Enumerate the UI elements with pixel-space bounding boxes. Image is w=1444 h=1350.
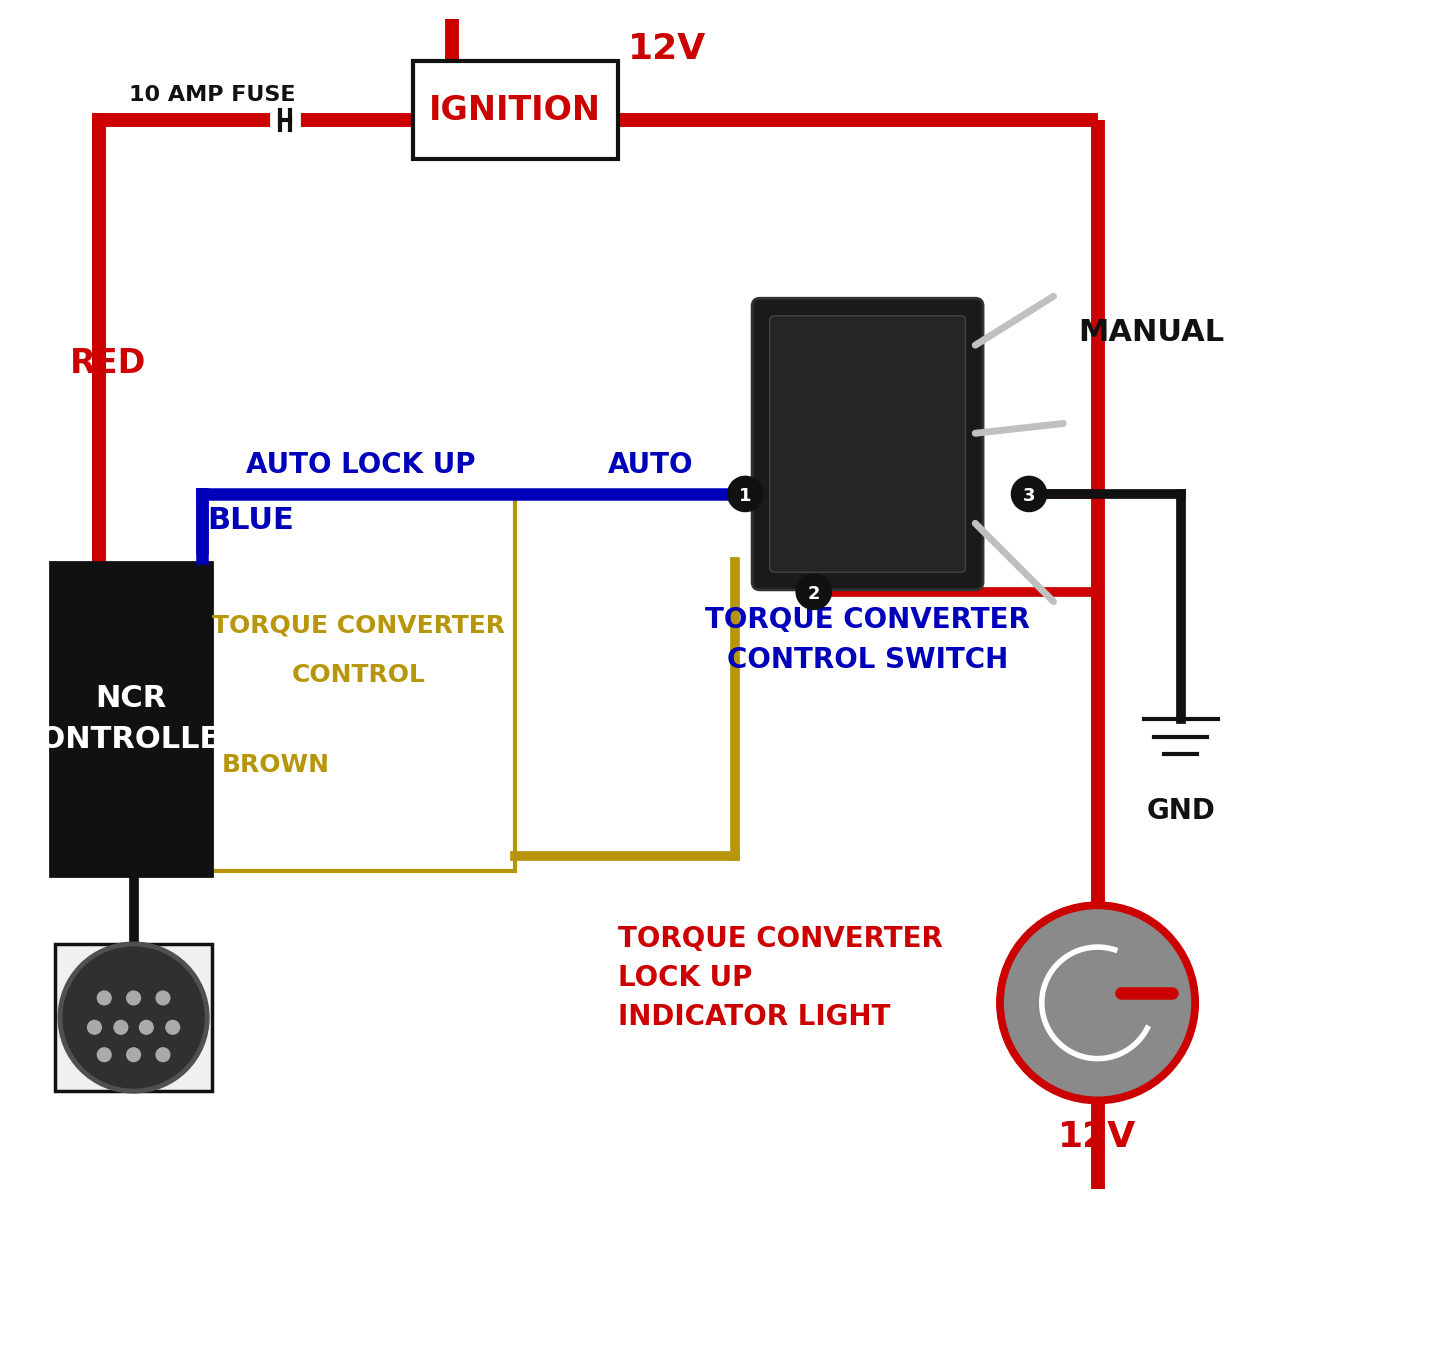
Circle shape <box>97 1048 111 1061</box>
Circle shape <box>156 1048 170 1061</box>
Text: MANUAL: MANUAL <box>1079 317 1225 347</box>
Circle shape <box>996 902 1199 1104</box>
Circle shape <box>156 991 170 1004</box>
Text: 2: 2 <box>807 585 820 602</box>
Text: LOCK UP: LOCK UP <box>618 964 752 992</box>
Circle shape <box>64 948 204 1088</box>
Text: INDICATOR LIGHT: INDICATOR LIGHT <box>618 1003 891 1031</box>
FancyBboxPatch shape <box>202 494 516 871</box>
Text: AUTO: AUTO <box>608 451 693 479</box>
Circle shape <box>140 1021 153 1034</box>
Text: 1: 1 <box>739 487 751 505</box>
FancyBboxPatch shape <box>413 61 618 159</box>
Circle shape <box>127 1048 140 1061</box>
Text: CONTROL SWITCH: CONTROL SWITCH <box>726 645 1008 674</box>
Text: AUTO LOCK UP: AUTO LOCK UP <box>245 451 475 479</box>
Circle shape <box>1005 910 1190 1096</box>
Text: NCR
CONTROLLER: NCR CONTROLLER <box>17 684 244 753</box>
Circle shape <box>88 1021 101 1034</box>
Text: 12V: 12V <box>628 32 706 66</box>
FancyBboxPatch shape <box>770 316 966 572</box>
Text: BROWN: BROWN <box>222 753 329 778</box>
Circle shape <box>166 1021 179 1034</box>
Text: 10 AMP FUSE: 10 AMP FUSE <box>129 85 295 105</box>
Text: CONTROL: CONTROL <box>292 663 426 687</box>
Text: TORQUE CONVERTER: TORQUE CONVERTER <box>212 614 505 637</box>
Circle shape <box>728 477 762 512</box>
Text: BLUE: BLUE <box>206 506 293 535</box>
Circle shape <box>114 1021 127 1034</box>
Circle shape <box>1011 477 1047 512</box>
Text: 12V: 12V <box>1058 1120 1136 1154</box>
FancyBboxPatch shape <box>55 944 212 1091</box>
FancyBboxPatch shape <box>51 563 212 876</box>
Circle shape <box>796 574 832 609</box>
Circle shape <box>97 991 111 1004</box>
Text: RED: RED <box>69 347 146 381</box>
FancyBboxPatch shape <box>752 298 983 590</box>
Circle shape <box>58 942 209 1094</box>
Text: 3: 3 <box>1022 487 1035 505</box>
Text: IGNITION: IGNITION <box>429 93 601 127</box>
Text: TORQUE CONVERTER: TORQUE CONVERTER <box>705 606 1030 634</box>
Circle shape <box>127 991 140 1004</box>
Text: GND: GND <box>1147 798 1216 825</box>
Text: TORQUE CONVERTER: TORQUE CONVERTER <box>618 925 943 953</box>
